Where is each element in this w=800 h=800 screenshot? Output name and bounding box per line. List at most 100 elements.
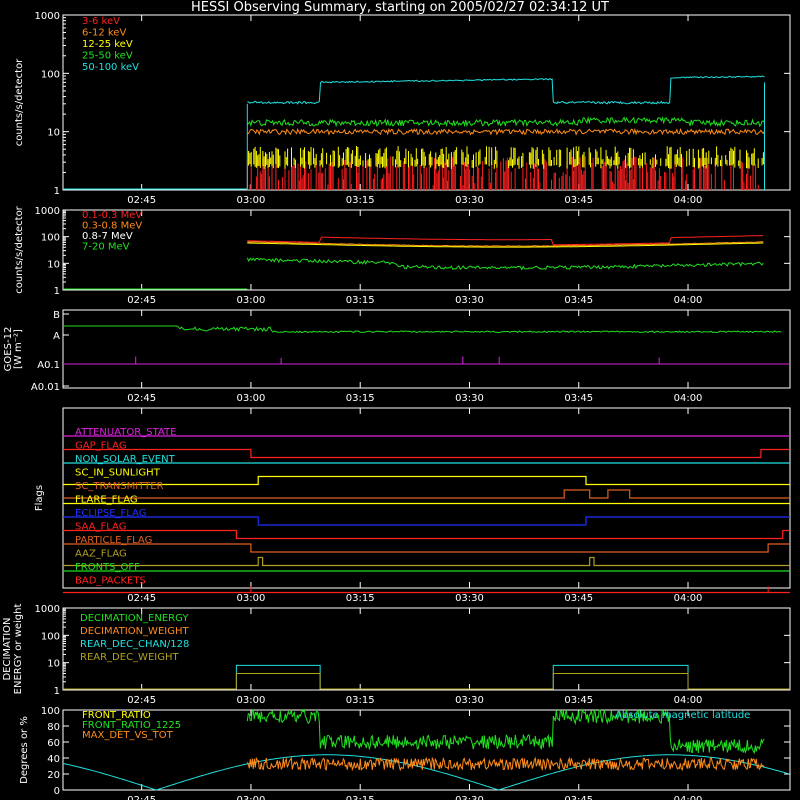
series-front-ratio-1225 <box>246 708 765 755</box>
y-tick-label: A0.1 <box>37 360 60 371</box>
x-tick-label: 03:15 <box>346 195 375 206</box>
y-tick-label: 100 <box>41 69 60 80</box>
p6-legend-4: Absolute magnetic latitude <box>615 710 750 721</box>
flag-line-5 <box>63 489 790 499</box>
x-tick-label: 03:45 <box>564 593 593 604</box>
y-tick-label: B <box>53 310 60 321</box>
x-tick-label: 04:00 <box>674 393 703 404</box>
flag-line-2 <box>63 448 790 459</box>
x-tick-label: 03:30 <box>455 393 484 404</box>
y-tick-label: 10 <box>47 659 60 670</box>
y-tick-label: 10 <box>47 259 60 270</box>
series-rear-dec-weight <box>63 673 790 690</box>
y-tick-label: 0 <box>54 786 60 797</box>
x-tick-label: 02:45 <box>127 393 156 404</box>
p6-legend-3: MAX_DET_VS_TOT <box>82 730 174 741</box>
flag-line-8 <box>63 529 790 540</box>
y-tick-label: 100 <box>41 706 60 717</box>
y-axis-unit: [W m⁻²] <box>13 329 24 369</box>
series-0-8-7-mev <box>247 242 764 248</box>
series-0-3-0-8-mev <box>247 241 764 247</box>
panel-6: 02:45 03:00 03:15 03:30 03:45 04:00 Degrees or… <box>19 706 791 800</box>
series-6-12-kev <box>247 127 765 136</box>
x-tick-label: 02:45 <box>127 795 156 800</box>
panel-2: 02:45 03:00 03:15 03:30 03:45 04:00 1 10 100 1000… <box>14 205 791 306</box>
p1-legend-1: 3-6 keV <box>82 16 120 27</box>
flag-label-9: PARTICLE_FLAG <box>75 535 152 546</box>
x-tick-label: 03:45 <box>564 295 593 306</box>
x-tick-label: 03:00 <box>237 393 266 404</box>
flag-label-6: FLARE_FLAG <box>75 495 138 506</box>
goes-long-channel <box>63 325 782 334</box>
flag-label-12: BAD_PACKETS <box>75 576 146 587</box>
y-axis-label: Flags <box>34 485 45 511</box>
flag-label-8: SAA_FLAG <box>75 522 126 533</box>
series-magnetic-latitude <box>62 754 790 791</box>
p5-legend-1: DECIMATION_ENERGY <box>80 613 189 624</box>
flag-line-4 <box>63 475 790 486</box>
flag-label-1: ATTENUATOR_STATE <box>75 427 176 438</box>
x-tick-label: 03:00 <box>237 795 266 800</box>
x-tick-label: 04:00 <box>674 795 703 800</box>
y-axis-label: GOES-12 <box>3 327 14 372</box>
x-tick-label: 03:45 <box>564 795 593 800</box>
p2-legend-1: 0.1-0.3 MeV <box>82 210 142 221</box>
flag-label-11: FRONTS_OFF <box>75 562 140 573</box>
flag-label-7: ECLIPSE_FLAG <box>75 508 146 519</box>
p5-legend-4: REAR_DEC_WEIGHT <box>80 652 179 663</box>
y-tick-label: 1000 <box>35 206 60 217</box>
x-tick-label: 03:15 <box>346 295 375 306</box>
p1-legend-3: 12-25 keV <box>82 39 133 50</box>
y-tick-label: 1 <box>54 686 60 697</box>
y-tick-label: 60 <box>47 738 60 749</box>
p1-legend-5: 50-100 keV <box>82 62 139 73</box>
series-rear-dec-chan <box>63 664 790 690</box>
p1-legend-2: 6-12 keV <box>82 28 126 39</box>
flag-line-9 <box>63 543 790 553</box>
p1-legend-4: 25-50 keV <box>82 51 133 62</box>
p5-legend-3: REAR_DEC_CHAN/128 <box>80 639 189 650</box>
x-tick-label: 03:30 <box>455 695 484 706</box>
y-axis-unit: ENERGY or weight <box>13 604 24 695</box>
p2-legend-2: 0.3-0.8 MeV <box>82 221 142 232</box>
x-tick-label: 02:45 <box>127 195 156 206</box>
x-tick-label: 03:45 <box>564 695 593 706</box>
flag-label-10: AAZ_FLAG <box>75 549 127 560</box>
x-tick-label: 03:30 <box>455 795 484 800</box>
flag-label-2: GAP_FLAG <box>75 441 127 452</box>
panel-frame <box>62 709 791 791</box>
x-tick-label: 02:45 <box>127 295 156 306</box>
p6-legend-1: FRONT_RATIO <box>82 710 151 721</box>
x-tick-label: 03:45 <box>564 195 593 206</box>
series-50-100-kev <box>247 75 765 105</box>
x-tick-label: 02:45 <box>127 593 156 604</box>
x-tick-label: 04:00 <box>674 593 703 604</box>
x-tick-label: 02:45 <box>127 695 156 706</box>
p2-legend-3: 0.8-7 MeV <box>82 231 133 242</box>
x-tick-label: 04:00 <box>674 195 703 206</box>
panel-frame <box>62 607 791 691</box>
y-tick-label: 1 <box>54 286 60 297</box>
panel-frame <box>62 14 791 191</box>
x-tick-label: 03:00 <box>237 593 266 604</box>
panel-3: 02:45 03:00 03:15 03:30 03:45 04:00 BA A0.1 A0.0… <box>3 309 791 404</box>
flag-line-10 <box>63 556 790 567</box>
series-25-50-kev <box>246 116 765 128</box>
p2-legend-4: 7-20 MeV <box>82 242 130 253</box>
y-tick-label: 10 <box>47 128 60 139</box>
y-tick-label: 1000 <box>35 11 60 22</box>
y-tick-label: 1 <box>54 186 60 197</box>
panel-5: 02:45 03:00 03:15 03:30 03:45 04:00 1 10 100 1000… <box>2 604 791 706</box>
x-tick-label: 03:15 <box>346 695 375 706</box>
y-tick-label: A0.01 <box>31 382 60 393</box>
y-axis-label: DECIMATION <box>2 617 13 680</box>
x-tick-label: 03:45 <box>564 393 593 404</box>
panel-4: 02:45 03:00 03:15 03:30 03:45 04:00 Flags ATTEN… <box>34 407 791 604</box>
x-tick-label: 04:00 <box>674 695 703 706</box>
x-tick-label: 03:30 <box>455 593 484 604</box>
p6-legend-2: FRONT_RATIO_1225 <box>82 720 181 731</box>
panel-frame <box>62 309 791 389</box>
x-tick-label: 03:15 <box>346 795 375 800</box>
flag-label-4: SC_IN_SUNLIGHT <box>75 468 161 479</box>
